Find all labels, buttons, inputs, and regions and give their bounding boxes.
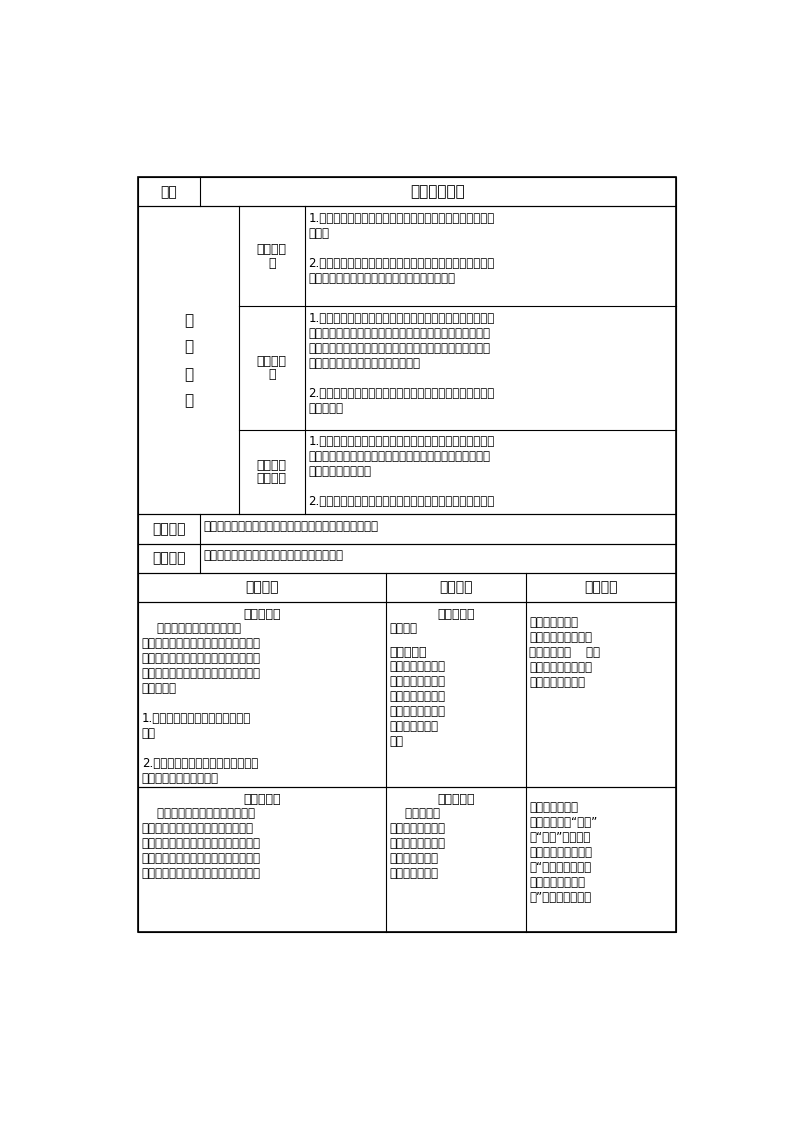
Text: 首先让我们一起走进一滴水的世
界。我们知道水是由许多水分子组成
的，水是一种宏观物质，它看得见、摸
得着，而水分子却是一种微观粒子（简
称微粒），为什么呢？原因: 首先让我们一起走进一滴水的世 界。我们知道水是由许多水分子组成 的，水是一种宏观…: [142, 807, 261, 880]
Text: 学生回答：: 学生回答：: [437, 609, 475, 621]
Text: 利用分子的观念来解释生活中的一些化学现象: 利用分子的观念来解释生活中的一些化学现象: [204, 549, 344, 562]
Text: 1.通过探索酒精沸腾后体积变大的学生演示实验类推水沸腾
后体积也变大的猜想和对不同状态水中水分子的排列方式和
运动方式的认识，让学生初步体验宏观现象与微观世界的: 1.通过探索酒精沸腾后体积变大的学生演示实验类推水沸腾 后体积也变大的猜想和对不…: [309, 312, 495, 414]
Bar: [138, 207, 676, 514]
Bar: [138, 544, 676, 573]
Text: 产生兴趣：: 产生兴趣：: [390, 646, 427, 659]
Text: 情感态度: 情感态度: [256, 458, 287, 472]
Text: 与价值观: 与价值观: [256, 473, 287, 485]
Text: 学习重点: 学习重点: [152, 522, 186, 536]
Text: 学生活动: 学生活动: [439, 581, 472, 594]
Text: 目: 目: [184, 367, 193, 382]
Text: （阅读）水是生命
之源，它有时幻化
作朵朵白云，有时
变为绵绵细雨，有
时又变成皆皆白
雪。: （阅读）水是生命 之源，它有时幻化 作朵朵白云，有时 变为绵绵细雨，有 时又变成…: [390, 660, 446, 748]
Text: 法: 法: [268, 368, 276, 382]
Text: 设计意图: 设计意图: [584, 581, 618, 594]
Text: 引发学生强烈的
认知冲突，激发学生
的学习兴趣。    从宏
观物质入手，成功地
从宏观引入微观。: 引发学生强烈的 认知冲突，激发学生 的学习兴趣。 从宏 观物质入手，成功地 从宏…: [530, 617, 600, 690]
Text: 学习难点: 学习难点: [152, 551, 186, 565]
Text: 1.培养学生用宏观和微观相联系的思维方式看待物质，形成
物质世界的微粒观。通过一系列的实验探究使学生的动手、
动脑能力得到提高。

2.使学生懂得关注评价他人的: 1.培养学生用宏观和微观相联系的思维方式看待物质，形成 物质世界的微粒观。通过一…: [309, 435, 495, 508]
Text: 习: 习: [184, 339, 193, 354]
Text: 经过第一单
元的学习，结合先
前对微观的理解，
在教师讲解后产
生惊讶等丰富情: 经过第一单 元的学习，结合先 前对微观的理解， 在教师讲解后产 生惊讶等丰富情: [390, 807, 446, 880]
Text: 知识与技: 知识与技: [256, 243, 287, 256]
Text: 轻车熟路：: 轻车熟路：: [243, 793, 281, 806]
Bar: [138, 573, 676, 602]
Text: 1.通过分析水分子的运动和水三态变化的关系，认识分子的
特征。

2.通过对分子的性质的理解，能从微观的角度认识物质的构
成，学会用分子的观点解释生活中的常见现: 1.通过分析水分子的运动和水三态变化的关系，认识分子的 特征。 2.通过对分子的…: [309, 212, 495, 285]
Text: 浮想联翔：: 浮想联翔：: [437, 793, 475, 806]
Text: 学: 学: [184, 313, 193, 328]
Text: 教师活动: 教师活动: [245, 581, 279, 594]
Bar: [138, 602, 676, 787]
Text: 过程与方: 过程与方: [256, 355, 287, 367]
Text: 标: 标: [184, 393, 193, 408]
Text: 能: 能: [268, 257, 276, 270]
Text: 温故知新，让学
生进一步理解“宏观”
与“微观”，并以水
分子为例，让学生形
成“任何宏观物质都
是由无数微粒构成
的”这一基本观点，: 温故知新，让学 生进一步理解“宏观” 与“微观”，并以水 分子为例，让学生形 成…: [530, 801, 598, 904]
Text: 运动的水分子: 运动的水分子: [410, 184, 465, 199]
Bar: [138, 514, 676, 544]
Bar: [138, 177, 676, 207]
Bar: [138, 787, 676, 932]
Text: 课题: 课题: [160, 185, 177, 199]
Text: 水、状态: 水、状态: [390, 622, 418, 636]
Text: 情景导入：: 情景导入：: [243, 609, 281, 621]
Bar: [138, 177, 676, 932]
Text: 我们的探究之旅马上就要开
始了，同学们你们准备好了吗？老师制
作了一段精美的视频，和大家一块欣赏
一下，在欣赏美景的同时请同学们考虑
两个问题：

1.在这些美: 我们的探究之旅马上就要开 始了，同学们你们准备好了吗？老师制 作了一段精美的视频…: [142, 622, 261, 785]
Text: 通过水的三态变化引出分子的特征，帮助学生建立微粒观: 通过水的三态变化引出分子的特征，帮助学生建立微粒观: [204, 520, 379, 532]
